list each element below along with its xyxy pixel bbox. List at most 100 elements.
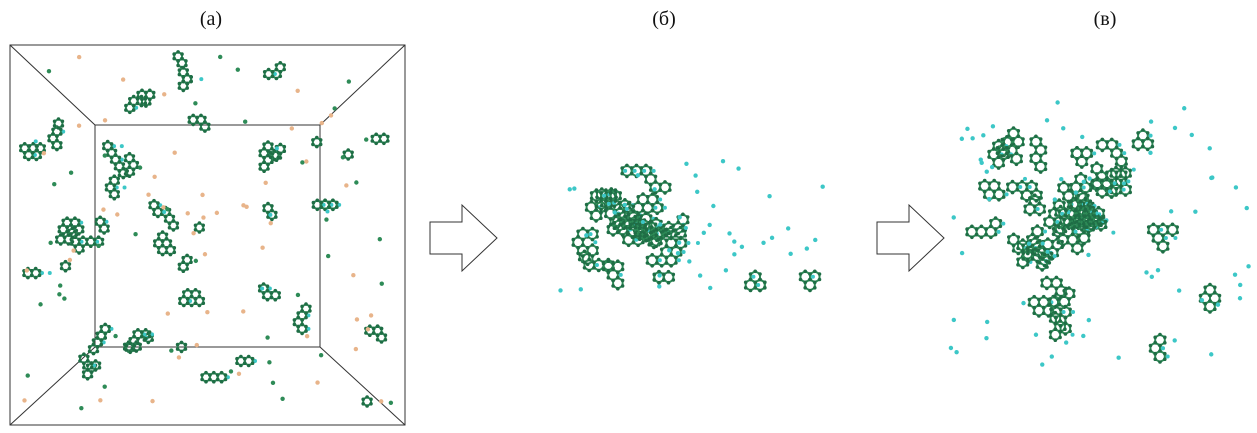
atom [1149, 274, 1155, 279]
atom [156, 237, 161, 241]
atom [26, 157, 31, 162]
atom [181, 269, 186, 274]
atom [1088, 222, 1092, 227]
atom [584, 208, 589, 212]
atom [1064, 214, 1068, 218]
atom [653, 205, 658, 210]
atom [655, 255, 659, 260]
atom [135, 101, 140, 106]
atom [365, 395, 369, 399]
atom [1044, 118, 1050, 123]
atom [208, 373, 212, 377]
atom [172, 246, 177, 250]
atom [990, 124, 996, 129]
atom [1116, 355, 1121, 360]
atom [112, 196, 117, 201]
atom [315, 207, 320, 212]
atom [671, 229, 676, 233]
atom [266, 167, 270, 171]
atom [243, 361, 247, 366]
atom [625, 163, 629, 168]
atom [1034, 167, 1038, 172]
atom [589, 196, 594, 201]
atom [179, 349, 184, 354]
atom [1027, 297, 1032, 302]
atom [156, 214, 160, 219]
atom [185, 267, 189, 271]
atom [102, 118, 108, 123]
atom [1208, 299, 1212, 303]
atom [1158, 360, 1162, 364]
atom [1007, 240, 1011, 245]
atom [619, 217, 623, 222]
atom [169, 348, 174, 353]
atom [131, 167, 136, 172]
atom [368, 313, 374, 318]
atom [89, 374, 94, 379]
atom [147, 334, 152, 339]
atom [153, 239, 157, 243]
atom [798, 277, 803, 282]
atom [1080, 134, 1085, 140]
atom [1087, 176, 1092, 181]
atom [1026, 251, 1030, 256]
atom [1161, 239, 1165, 243]
atom [1095, 140, 1100, 144]
atom [117, 160, 122, 164]
atom [1064, 292, 1068, 296]
atom [1095, 176, 1100, 180]
atom [649, 225, 654, 229]
atom [659, 241, 663, 246]
atom [156, 201, 160, 205]
atom [681, 250, 686, 255]
atom [1055, 220, 1060, 225]
atom [261, 291, 266, 295]
atom [272, 72, 277, 77]
atom [1060, 211, 1065, 216]
atom [296, 329, 301, 333]
atom [69, 223, 73, 227]
atom [235, 67, 241, 72]
atom [1163, 351, 1167, 356]
atom [104, 183, 109, 187]
atom [1070, 249, 1075, 253]
atom [1043, 167, 1048, 172]
atom [120, 77, 126, 82]
atom [1016, 129, 1021, 133]
atom [80, 225, 85, 229]
atom [331, 207, 335, 212]
atom [992, 189, 996, 194]
atom [304, 159, 309, 164]
atom [571, 237, 576, 242]
atom [1165, 225, 1170, 229]
atom [653, 191, 658, 195]
atom [160, 243, 165, 248]
atom [321, 202, 326, 207]
atom [763, 280, 767, 285]
atom [681, 223, 685, 228]
atom [587, 268, 591, 273]
atom [820, 184, 825, 189]
atom [584, 233, 589, 238]
atom [1009, 143, 1014, 147]
atom [657, 269, 661, 274]
atom [85, 377, 90, 381]
atom [1025, 263, 1030, 267]
atom [1170, 222, 1175, 227]
atom [1151, 222, 1156, 227]
atom [1080, 148, 1084, 153]
atom [594, 208, 598, 212]
atom [306, 313, 311, 318]
atom [1141, 128, 1145, 132]
atom [127, 165, 132, 169]
atom [292, 322, 297, 327]
atom [965, 126, 970, 132]
atom [1165, 354, 1170, 359]
atom [94, 217, 99, 222]
atom [342, 150, 347, 155]
atom [214, 210, 220, 216]
atom [175, 342, 180, 347]
atom [208, 377, 212, 382]
atom [659, 264, 664, 268]
atom [1081, 333, 1086, 339]
